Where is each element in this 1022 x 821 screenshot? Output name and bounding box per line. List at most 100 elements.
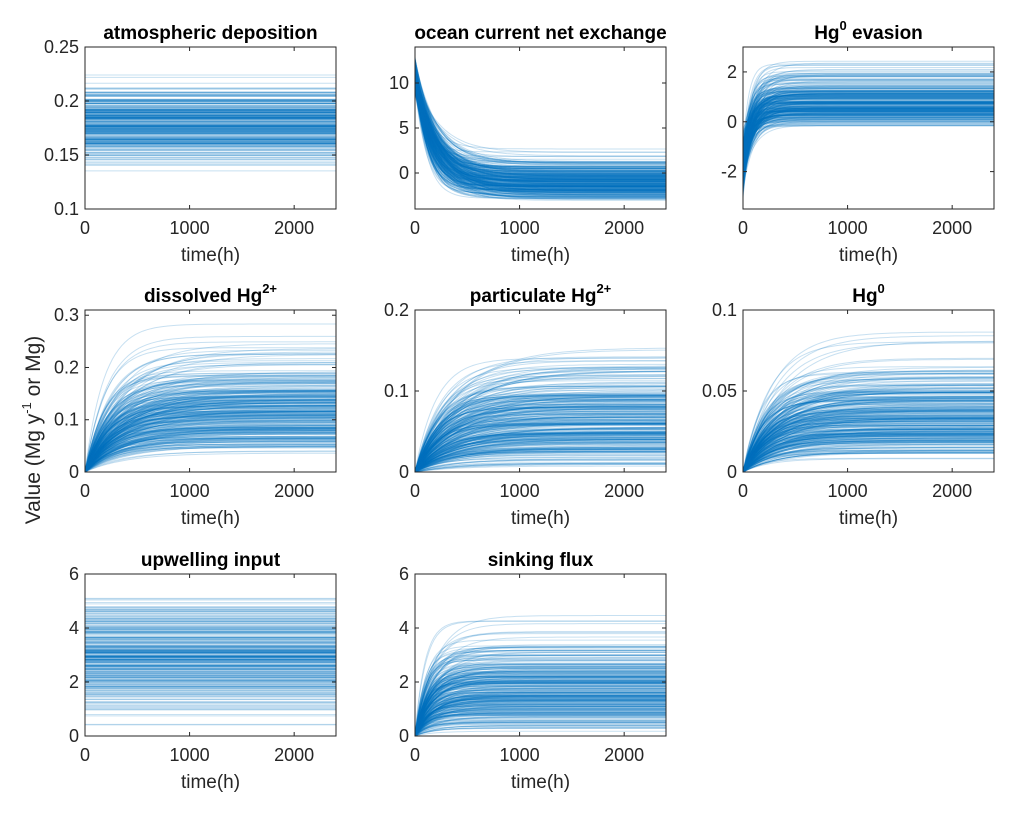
series-line [415, 442, 666, 472]
series-line [415, 712, 666, 736]
series-line [415, 672, 666, 736]
series-line [415, 671, 666, 736]
series-line [415, 85, 666, 200]
series-line [415, 676, 666, 736]
series-line [415, 677, 666, 736]
series-line [415, 688, 666, 736]
series-line [415, 697, 666, 736]
series-line [415, 700, 666, 736]
series-line [85, 429, 336, 472]
series-line [415, 396, 666, 472]
series-line [743, 107, 994, 154]
series-line [415, 88, 666, 168]
series-line [415, 712, 666, 736]
series-line [743, 441, 994, 472]
series-line [415, 639, 666, 736]
series-line [85, 385, 336, 472]
series-line [415, 691, 666, 736]
series-line [415, 655, 666, 736]
series-line [415, 727, 666, 736]
series-line [743, 106, 994, 163]
series-line [415, 703, 666, 736]
series-line [743, 108, 994, 184]
series-line [415, 404, 666, 472]
series-line [743, 425, 994, 472]
series-line [85, 395, 336, 472]
series-line [415, 396, 666, 472]
series-line [743, 415, 994, 472]
series-line [743, 92, 994, 165]
series-line [743, 430, 994, 472]
series-line [415, 699, 666, 736]
series-line [743, 370, 994, 472]
series-line [743, 113, 994, 172]
series-line [415, 672, 666, 736]
series-line [415, 374, 666, 472]
series-line [415, 69, 666, 198]
series-line [743, 415, 994, 472]
series-line [743, 406, 994, 472]
series-line [415, 678, 666, 736]
series-line [85, 416, 336, 472]
series-line [743, 110, 994, 152]
series-line [743, 383, 994, 472]
series-line [743, 395, 994, 472]
series-line [415, 681, 666, 736]
series-line [415, 445, 666, 472]
series-line [743, 98, 994, 153]
series-line [415, 76, 666, 179]
series-line [85, 441, 336, 472]
series-line [743, 98, 994, 135]
series-line [743, 366, 994, 472]
series-line [743, 111, 994, 149]
series-line [415, 435, 666, 472]
series-line [743, 102, 994, 169]
series-line [743, 110, 994, 175]
series-line [743, 115, 994, 136]
series-line [743, 446, 994, 472]
series-line [415, 79, 666, 174]
series-line [743, 74, 994, 183]
series-line [415, 71, 666, 168]
series-line [743, 102, 994, 173]
series-line [743, 412, 994, 472]
series-line [743, 110, 994, 130]
series-line [85, 383, 336, 472]
series-line [415, 67, 666, 187]
series-line [415, 668, 666, 736]
series-line [415, 431, 666, 472]
series-line [415, 63, 666, 191]
series-line [415, 692, 666, 736]
series-line [415, 692, 666, 736]
series-line [743, 428, 994, 472]
series-line [415, 677, 666, 736]
series-line [415, 407, 666, 472]
series-line [415, 427, 666, 472]
series-line [415, 715, 666, 736]
series-line [743, 406, 994, 472]
series-line [85, 371, 336, 472]
series-line [415, 64, 666, 163]
series-line [415, 408, 666, 472]
series-line [415, 76, 666, 198]
series-line [415, 347, 666, 472]
series-line [743, 76, 994, 159]
series-line [415, 79, 666, 168]
series-line [743, 428, 994, 472]
series-line [415, 433, 666, 472]
series-line [415, 79, 666, 186]
series-line [415, 654, 666, 736]
x-tick-label: 1000 [500, 218, 540, 238]
series-line [743, 438, 994, 472]
series-line [415, 428, 666, 472]
series-line [743, 419, 994, 472]
series-line [743, 427, 994, 472]
series-line [743, 449, 994, 472]
series-line [415, 684, 666, 736]
series-line [415, 620, 666, 736]
series-line [415, 423, 666, 472]
x-axis-label: time(h) [181, 508, 240, 529]
series-line [743, 112, 994, 153]
series-line [743, 429, 994, 472]
series-line [743, 116, 994, 179]
